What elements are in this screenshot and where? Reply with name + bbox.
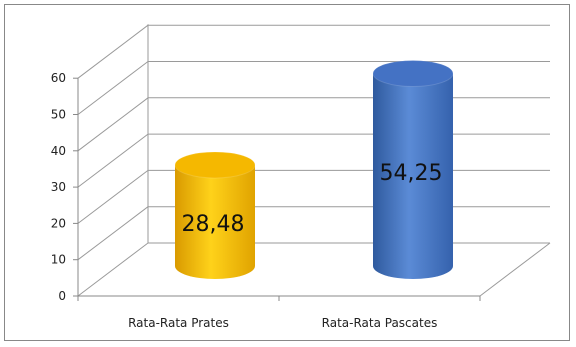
bar-top: [174, 151, 256, 179]
bar-1: 28,48: [174, 151, 256, 279]
data-label: 28,48: [182, 212, 245, 237]
gridline-side: [77, 133, 149, 188]
gridline-side: [77, 61, 149, 115]
y-tick-label: 10: [51, 253, 66, 267]
y-tick-label: 30: [51, 180, 66, 194]
y-tick-label: 60: [51, 71, 66, 85]
y-tick-label: 40: [51, 144, 66, 158]
bar-body: [373, 73, 453, 279]
gridline-side: [77, 97, 149, 152]
bar-top: [372, 60, 454, 88]
y-tick-label: 50: [51, 108, 66, 122]
y-axis-ticks: 0 10 20 30 40 50 60: [51, 71, 78, 303]
x-category-label: Rata-Rata Pascates: [322, 316, 438, 330]
bars: 28,48 54,25: [174, 60, 454, 279]
gridlines: [77, 24, 550, 297]
y-tick-label: 0: [58, 289, 66, 303]
x-axis-labels: Rata-Rata Prates Rata-Rata Pascates: [128, 316, 437, 330]
data-label: 54,25: [380, 161, 443, 186]
gridline-side: [77, 170, 149, 224]
bar-2: 54,25: [372, 60, 454, 279]
chart-frame: [4, 4, 570, 341]
gridline-side: [77, 24, 149, 79]
bar-body: [175, 164, 255, 279]
gridline-side: [77, 206, 149, 261]
x-category-label: Rata-Rata Prates: [128, 316, 229, 330]
y-tick-label: 20: [51, 216, 66, 230]
floor-right-edge: [479, 242, 551, 297]
gridline-side: [77, 242, 149, 297]
